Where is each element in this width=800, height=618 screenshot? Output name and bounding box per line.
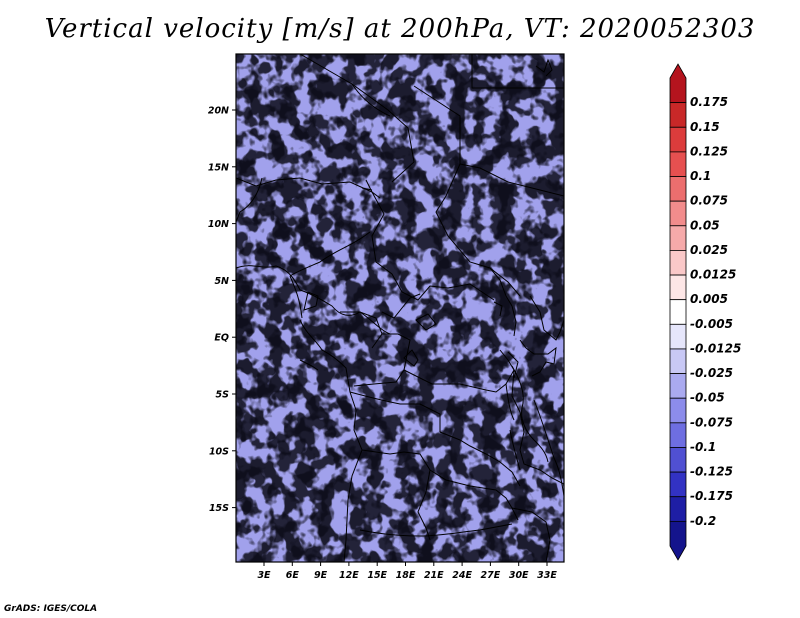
colorbar-label: -0.025 [690,366,733,380]
lat-tick-label: 10S [209,446,229,457]
colorbar-segment [669,151,687,177]
colorbar-segment [669,102,687,128]
colorbar: 0.175 0.15 0.125 0.1 0.075 0.05 0.025 0.0125 0.0… [669,63,741,561]
colorbar-label: 0.15 [690,120,720,134]
lon-tick-label: 6E [286,570,300,581]
colorbar-segment [669,422,687,448]
colorbar-segment [669,176,687,202]
colorbar-label: 0.025 [690,243,728,257]
velocity-field [236,54,564,562]
lon-tick-label: 18E [396,570,416,581]
colorbar-segment [669,397,687,424]
colorbar-label: 0.075 [690,194,728,208]
lat-tick-label: 5S [216,390,230,401]
colorbar-segment [669,520,687,561]
colorbar-segment [669,373,687,399]
lon-tick-label: 3E [257,570,271,581]
colorbar-label: 0.125 [690,144,728,158]
lon-tick-label: 33E [537,570,557,581]
colorbar-label: -0.005 [690,317,733,331]
country-borders [236,54,564,562]
colorbar-segment [669,348,687,374]
map-title: Vertical velocity [m/s] at 200hPa, VT: 2… [44,14,756,44]
colorbar-label: 0.175 [690,95,728,109]
colorbar-label: -0.125 [690,465,733,479]
colorbar-label: 0.0125 [690,268,736,282]
colorbar-label: -0.1 [690,440,716,454]
lon-tick-label: 15E [367,570,387,581]
lon-tick-label: 21E [424,570,444,581]
lon-tick-label: 12E [339,570,359,581]
lat-tick-label: 15S [209,503,229,514]
colorbar-segment [669,274,687,301]
colorbar-segment [669,225,687,251]
colorbar-segment [669,63,687,104]
colorbar-label: 0.1 [690,169,711,183]
colorbar-segment [669,299,687,325]
lat-tick-label: 5N [214,276,229,287]
colorbar-label: -0.2 [690,514,716,528]
lon-tick-label: 9E [314,570,328,581]
colorbar-segment [669,496,687,522]
colorbar-label: -0.05 [690,391,725,405]
longitude-axis: 3E 6E 9E 12E 15E 18E 21E 24E 27E 30E 33E [257,562,557,581]
lon-tick-label: 30E [509,570,529,581]
colorbar-segment [669,323,687,350]
latitude-axis: 20N 15N 10N 5N EQ 5S 10S 15S [208,106,236,514]
lat-tick-label: EQ [214,333,229,344]
colorbar-segment [669,250,687,276]
lon-tick-label: 27E [481,570,501,581]
lat-tick-label: 10N [208,219,229,230]
colorbar-label: 0.05 [690,218,720,232]
lon-tick-label: 24E [452,570,472,581]
colorbar-segment [669,471,687,498]
map-frame [235,53,565,563]
colorbar-label: -0.075 [690,415,733,429]
colorbar-segment [669,200,687,227]
grads-credit: GrADS: IGES/COLA [4,604,98,614]
colorbar-label: 0.005 [690,292,728,306]
colorbar-segment [669,126,687,153]
colorbar-segment [669,447,687,473]
colorbar-label: -0.175 [690,489,733,503]
lat-tick-label: 20N [208,106,229,117]
colorbar-label: -0.0125 [690,341,741,355]
lat-tick-label: 15N [208,162,229,173]
